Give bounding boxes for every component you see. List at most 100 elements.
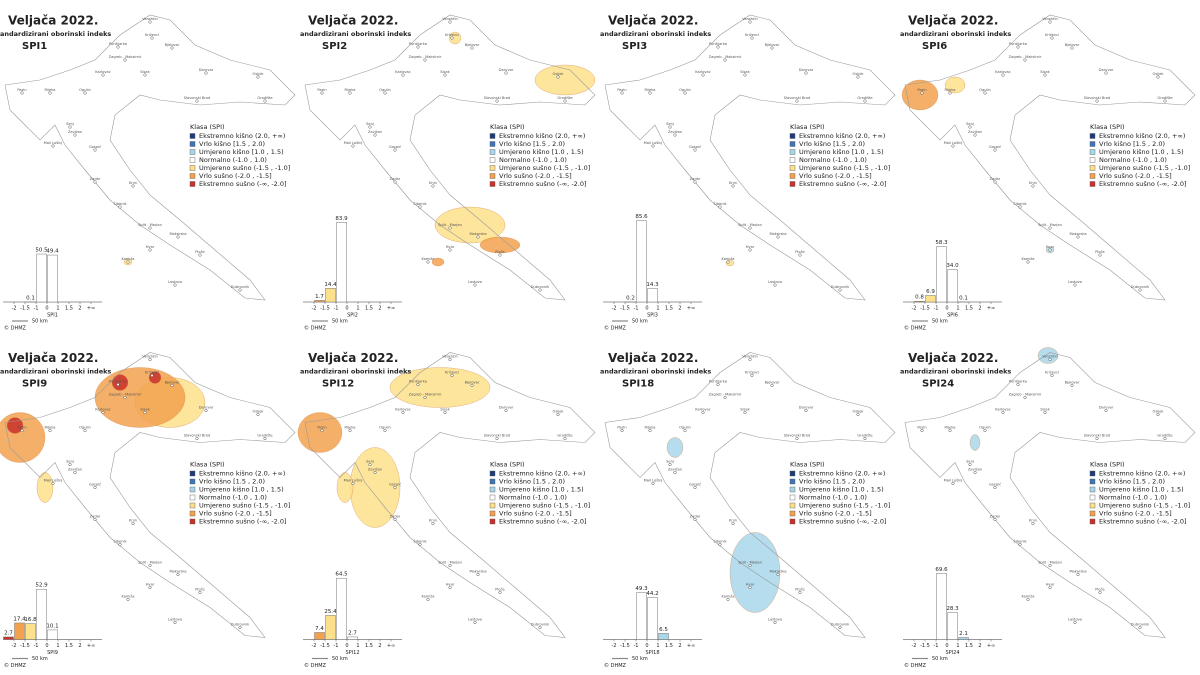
- station-name: Bjelovar: [165, 43, 180, 47]
- hist-bar: [647, 288, 658, 303]
- station-dot: [351, 481, 355, 485]
- hist-tick-label: -2: [912, 306, 917, 312]
- legend-swatch: [489, 157, 496, 163]
- station-dot: [748, 585, 752, 589]
- hist-tick-label: 1.5: [365, 306, 373, 312]
- legend-swatch: [189, 510, 196, 517]
- station-name: Mali Lošinj: [944, 141, 963, 145]
- legend-swatch: [1089, 141, 1096, 147]
- station-dot: [170, 46, 174, 50]
- station-name: Gospić: [389, 483, 401, 487]
- legend-label: Ekstremno kišno (2.0, +∞): [499, 470, 585, 478]
- station-dot: [131, 184, 135, 188]
- map-panel: Varaždin Križevci Puntijarka Bjelovar Zagreb…: [900, 14, 1196, 332]
- legend-label: Vrlo sušno (-2.0 , -1.5]: [1099, 510, 1172, 518]
- station-name: Mali Lošinj: [44, 141, 63, 145]
- legend-label: Normalno (-1.0 , 1.0): [1099, 156, 1167, 164]
- legend-title: Klasa (SPI): [190, 461, 225, 469]
- station-name: Split - Marjan: [438, 223, 462, 227]
- station-dot: [983, 428, 987, 432]
- station-dot: [48, 428, 52, 432]
- station-name: Hvar: [446, 583, 455, 587]
- legend-title: Klasa (SPI): [790, 461, 825, 469]
- legend-swatch: [789, 149, 796, 155]
- station-name: Senj: [366, 460, 374, 464]
- panel-title: Veljača 2022.: [308, 14, 398, 28]
- country-outline: [604, 14, 896, 301]
- station-dot: [473, 621, 477, 625]
- station-dot: [750, 36, 754, 40]
- station-dot: [195, 436, 199, 440]
- legend-label: Normalno (-1.0 , 1.0): [199, 156, 267, 164]
- station-dot: [770, 384, 774, 388]
- station-name: Bjelovar: [1065, 381, 1080, 385]
- station-name: Puntijarka: [109, 380, 127, 384]
- station-dot: [198, 253, 202, 257]
- station-name: Split - Marjan: [738, 561, 762, 565]
- hist-value-label: 6.9: [926, 289, 935, 295]
- station-name: Ogulin: [679, 426, 691, 430]
- station-name: Pazin: [917, 426, 926, 430]
- station-name: Knin: [729, 181, 737, 185]
- station-name: Lastovo: [168, 618, 182, 622]
- station-name: Osijek: [253, 410, 265, 414]
- scale-label: 50 km: [632, 656, 648, 662]
- hist-value-label: 2.1: [959, 631, 968, 637]
- station-dot: [170, 384, 174, 388]
- hist-value-label: 2.7: [4, 630, 13, 636]
- station-name: Bjelovar: [765, 381, 780, 385]
- station-dot: [556, 412, 560, 416]
- station-name: Senj: [66, 122, 74, 126]
- station-dot: [1156, 412, 1160, 416]
- station-dot: [651, 144, 655, 148]
- station-name: Zadar: [690, 515, 701, 519]
- station-name: Gospić: [689, 145, 701, 149]
- station-dot: [743, 410, 747, 414]
- station-dot: [93, 485, 97, 489]
- station-name: Zagreb - Maksimir: [409, 393, 442, 397]
- station-dot: [693, 180, 697, 184]
- station-name: Knin: [429, 519, 437, 523]
- legend-swatch: [1089, 157, 1096, 163]
- hist-tick-label: -1.5: [620, 306, 630, 312]
- hist-bar: [47, 629, 58, 640]
- station-name: Rijeka: [945, 426, 956, 430]
- credit: © DHMZ: [904, 662, 927, 669]
- station-dot: [701, 410, 705, 414]
- station-dot: [1001, 73, 1005, 77]
- station-dot: [143, 410, 147, 414]
- legend-label: Vrlo kišno [1.5 , 2.0): [799, 478, 865, 486]
- station-name: Pazin: [317, 88, 326, 92]
- hist-axis-label: SPI24: [945, 650, 959, 656]
- station-dot: [393, 148, 397, 152]
- station-name: Sisak: [140, 408, 150, 412]
- legend-label: Vrlo kišno [1.5 , 2.0): [799, 140, 865, 148]
- station-dot: [148, 248, 152, 252]
- station-dot: [448, 226, 452, 230]
- hist-tick-label: 1: [356, 643, 359, 649]
- station-dot: [620, 91, 624, 95]
- hist-tick-label: 0: [45, 306, 48, 312]
- legend-label: Vrlo sušno (-2.0 , -1.5]: [1099, 172, 1172, 180]
- hist-bar: [947, 269, 958, 303]
- legend-swatch: [789, 165, 796, 171]
- station-name: Makarska: [169, 570, 186, 574]
- station-name: Senj: [666, 122, 674, 126]
- station-name: Gospić: [989, 483, 1001, 487]
- country-outline: [4, 352, 296, 638]
- station-name: Knin: [129, 519, 137, 523]
- legend-label: Ekstremno sušno (-∞, -2.0]: [799, 518, 887, 526]
- station-dot: [73, 133, 77, 137]
- station-dot: [256, 75, 260, 79]
- station-dot: [1073, 621, 1077, 625]
- station-name: Daruvar: [199, 406, 214, 410]
- station-name: Lastovo: [768, 280, 782, 284]
- station-name: Dubrovnik: [531, 285, 550, 289]
- hist-bar: [47, 254, 58, 303]
- legend-swatch: [489, 470, 496, 477]
- station-dot: [418, 205, 422, 209]
- scale-label: 50 km: [932, 319, 948, 325]
- legend-label: Umjereno sušno (-1.5 , -1.0]: [1099, 164, 1190, 172]
- station-dot: [148, 563, 152, 567]
- legend-swatch: [189, 149, 196, 155]
